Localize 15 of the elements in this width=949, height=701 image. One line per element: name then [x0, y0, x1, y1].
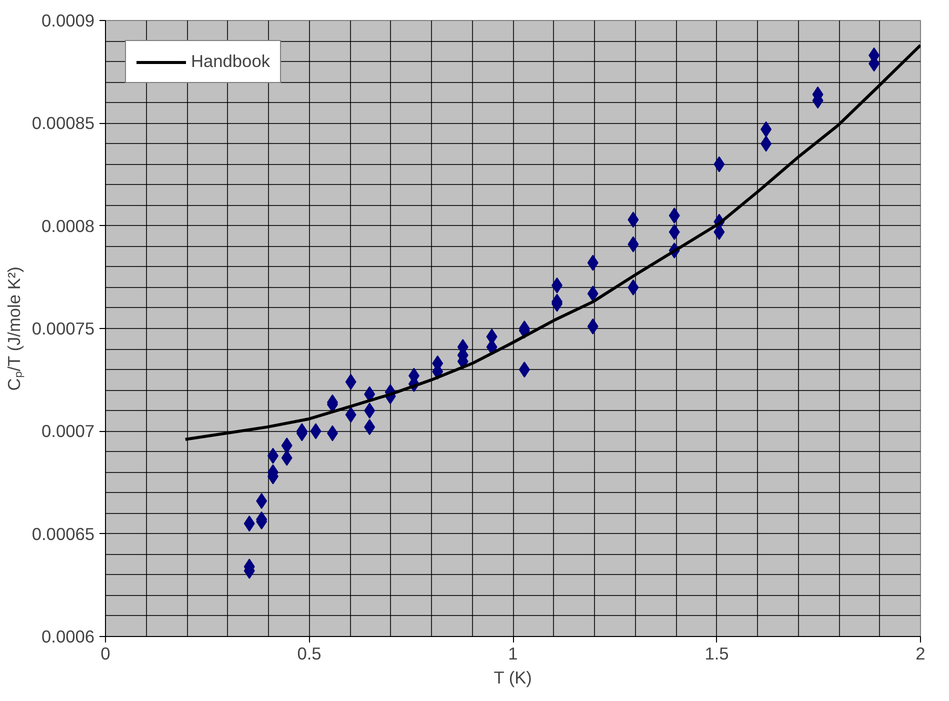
- x-axis-title: T (K): [494, 668, 532, 688]
- x-tick-label: 1: [508, 644, 518, 664]
- x-tick-label: 1.5: [704, 644, 729, 664]
- y-tick-label: 0.0007: [42, 421, 94, 442]
- y-tick-label: 0.00075: [32, 318, 95, 338]
- x-tick-label: 2: [916, 644, 926, 664]
- x-tick-label: 0: [100, 644, 110, 664]
- y-tick-label: 0.0006: [42, 626, 94, 646]
- y-tick-label: 0.00085: [32, 113, 95, 134]
- y-tick-label: 0.0008: [42, 216, 94, 236]
- x-tick-label: 0.5: [297, 644, 322, 664]
- y-tick-label: 0.0009: [42, 10, 94, 30]
- y-axis-title: Cₚ/T (J/mole K²): [4, 266, 25, 391]
- y-tick-label: 0.00065: [32, 524, 95, 544]
- legend-label: Handbook: [191, 51, 270, 72]
